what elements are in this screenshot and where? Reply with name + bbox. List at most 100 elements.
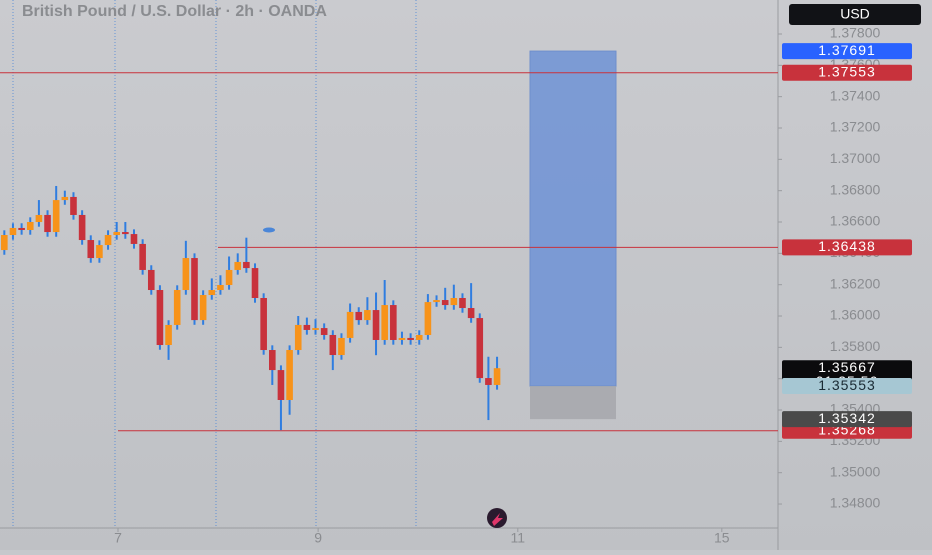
candle-body [269, 350, 276, 371]
candle-body [217, 284, 224, 291]
candle-body [407, 337, 414, 340]
candle-body [78, 214, 86, 241]
candle-body [286, 350, 293, 400]
candle-body [476, 318, 484, 379]
price-badge: 1.36438 [782, 238, 912, 256]
candle-body [346, 311, 354, 338]
candle-body [398, 337, 406, 340]
candle-body [18, 227, 25, 231]
candle-body [381, 305, 388, 340]
candle-body [70, 196, 77, 215]
candle-body [415, 334, 423, 340]
candle-body [182, 258, 190, 291]
candle-body [372, 310, 380, 340]
candle-body [147, 269, 155, 291]
position-target-zone [529, 50, 617, 387]
price-badge-label: 1.36438 [818, 238, 876, 254]
candle-body [320, 328, 328, 335]
price-badge-bg [782, 64, 912, 81]
y-tick-label: 1.35800 [830, 338, 881, 354]
y-tick-label: 1.37200 [830, 119, 881, 135]
y-tick-label: 1.36800 [830, 181, 881, 197]
y-tick-label: 1.34800 [830, 495, 881, 511]
drawing-handle [263, 227, 275, 233]
candle-body [26, 222, 34, 231]
position-stop-zone [530, 386, 616, 420]
candle-body [96, 245, 103, 259]
candle-body [35, 214, 43, 223]
candle-body [52, 200, 60, 233]
x-tick-label: 7 [114, 530, 122, 546]
candle-body [191, 258, 198, 321]
candle-body [61, 196, 69, 201]
price-badge-bg [782, 239, 912, 256]
y-tick-label: 1.37000 [830, 150, 881, 166]
currency[interactable]: USD [840, 6, 870, 22]
candle-body [294, 324, 302, 351]
price-badge: 1.37553 [782, 63, 912, 81]
candle-body [493, 368, 501, 385]
candle-body [113, 232, 120, 236]
candle-body [329, 334, 337, 356]
candle-body [199, 295, 207, 321]
price-badge: 1.35342 [782, 410, 912, 428]
session-lines [12, 0, 417, 528]
candle-body [156, 290, 164, 346]
candle-body [364, 310, 371, 321]
y-tick-label: 1.36000 [830, 307, 881, 323]
candle-body [139, 243, 146, 270]
y-tick-label: 1.35000 [830, 463, 881, 479]
price-badge: 1.35553 [782, 377, 912, 395]
logo [487, 508, 507, 528]
x-tick-label: 15 [714, 530, 730, 546]
candle-body [390, 305, 397, 340]
candle-body [424, 302, 432, 335]
candle-body [225, 269, 233, 285]
currency-badge[interactable]: USD [789, 4, 921, 25]
candle-body [173, 290, 181, 325]
candle-body [312, 328, 319, 330]
price-badge-bg [782, 43, 912, 60]
x-tick-label: 11 [511, 530, 526, 546]
price-badge-bg [782, 411, 912, 428]
candle-body [260, 297, 267, 351]
price-badge-label: 1.37553 [818, 63, 876, 79]
candle-body [1, 235, 8, 251]
candle-body [208, 290, 216, 296]
y-tick-label: 1.37400 [830, 87, 881, 103]
candle-body [87, 240, 95, 259]
y-tick-label: 1.36200 [830, 275, 881, 291]
candle-body [433, 300, 440, 303]
price-badge-label: 1.37691 [818, 42, 876, 58]
candle-body [355, 311, 363, 321]
candle-body [234, 261, 242, 270]
price-badge-label: 1.35553 [818, 377, 876, 393]
candle-body [450, 297, 458, 306]
candle-body [130, 234, 138, 244]
candle-body [44, 214, 51, 233]
candle-body [338, 337, 345, 356]
candle-body [303, 324, 311, 330]
price-badge-bg [782, 378, 912, 395]
candle-body [467, 308, 475, 319]
y-tick-label: 1.37800 [830, 25, 881, 41]
chart-title: British Pound / U.S. Dollar · 2h · OANDA [22, 3, 327, 20]
price-badge: 1.37691 [782, 42, 912, 60]
candle-body [277, 370, 285, 400]
candle-body [122, 232, 129, 235]
candle-body [459, 297, 466, 309]
candle-body [251, 268, 259, 298]
candle-body [104, 235, 112, 246]
x-tick-label: 9 [314, 530, 322, 546]
y-tick-label: 1.36600 [830, 213, 881, 229]
candle-body [485, 378, 492, 385]
plot [0, 50, 778, 432]
candle-body [441, 300, 449, 306]
candle-body [9, 227, 17, 236]
candle-body [243, 261, 250, 269]
candle-body [165, 324, 172, 346]
price-badge-label: 1.35342 [818, 410, 876, 426]
